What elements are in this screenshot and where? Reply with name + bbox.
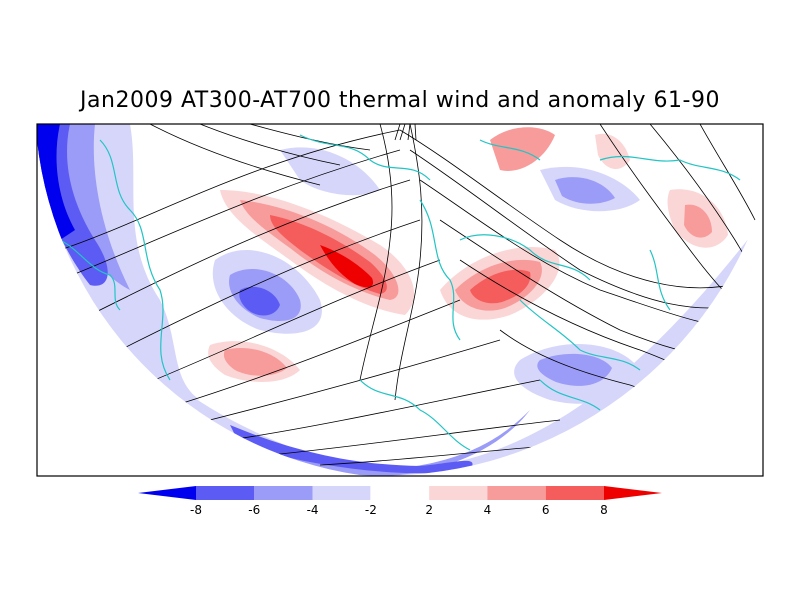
- anomaly-region-sw-medium-red: [223, 348, 287, 376]
- anomaly-region-north-light-blue: [280, 147, 380, 196]
- anomaly-region-east-strong-red: [470, 269, 531, 304]
- colorbar-bin-7: [545, 486, 604, 500]
- colorbar-tick-label: 6: [542, 503, 550, 517]
- colorbar-tick-label: -8: [190, 503, 202, 517]
- anomaly-region-south-light-blue: [37, 200, 763, 476]
- colorbar-bin-6: [487, 486, 546, 500]
- colorbar-tick-label: -6: [248, 503, 260, 517]
- colorbar-bin-2: [254, 486, 313, 500]
- map-frame-border: [36, 123, 764, 477]
- anomaly-region-se-medium-blue: [537, 353, 612, 386]
- coastlines: [59, 134, 741, 451]
- map-field-group: [37, 124, 763, 476]
- anomaly-region-ne-red-streak: [595, 133, 630, 170]
- colorbar-tick-label: 8: [600, 503, 608, 517]
- colorbar-bin-4: [370, 485, 430, 501]
- anomaly-region-main-deep-red: [320, 245, 374, 288]
- colorbar-bin-5: [429, 486, 488, 500]
- colorbar-tick-label: 4: [484, 503, 492, 517]
- anomaly-region-central-strong-blue: [239, 286, 280, 316]
- colorbar-bin-0: [138, 486, 196, 500]
- colorbar-bin-8: [604, 486, 662, 500]
- anomaly-region-far-east-red-core: [684, 204, 712, 238]
- anomaly-region-west-deep-blue: [37, 124, 75, 240]
- colorbar-bin-3: [312, 486, 371, 500]
- colorbar-bin-1: [196, 486, 255, 500]
- colorbar-tick-label: 2: [425, 503, 433, 517]
- anomaly-region-ne-medium-blue: [555, 177, 615, 204]
- colorbar-tick-label: -2: [365, 503, 377, 517]
- colorbar-tick-label: -4: [307, 503, 319, 517]
- anomaly-region-north-red-streak: [490, 127, 555, 171]
- anomaly-region-south-strong-blue: [230, 425, 473, 474]
- map-title: Jan2009 AT300-AT700 thermal wind and ano…: [80, 88, 720, 113]
- streamlines: [59, 124, 763, 466]
